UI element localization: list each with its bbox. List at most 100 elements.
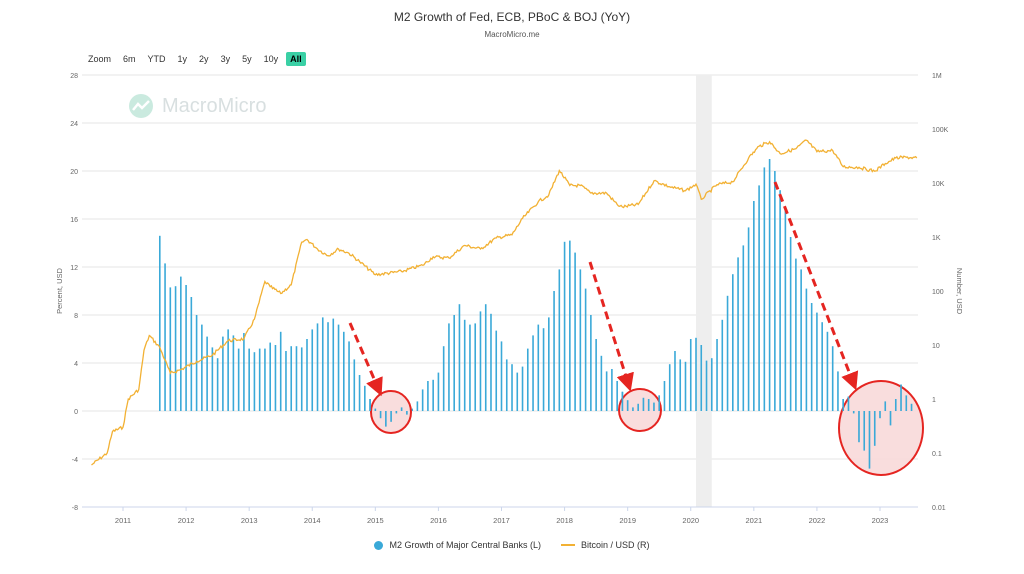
m2-bar [290,346,293,411]
m2-bar-highlighted [868,411,871,469]
legend: M2 Growth of Major Central Banks (L) Bit… [0,540,1024,550]
m2-bar-highlighted [385,411,387,427]
m2-bar [595,339,597,411]
zoom-button-6m[interactable]: 6m [123,54,136,64]
zoom-button-5y[interactable]: 5y [242,54,252,64]
m2-bar [180,276,182,411]
m2-bar [500,341,503,411]
axes: 2824201612840-4-81M100K10K1K1001010.10.0… [55,73,964,525]
m2-bar [206,336,208,411]
y2-tick-label: 100K [932,127,949,134]
m2-bar [164,263,166,411]
m2-bar [400,407,403,411]
m2-bar-highlighted [873,411,876,446]
m2-bar [437,372,440,411]
m2-bar [416,401,419,411]
m2-bar-highlighted [863,411,866,451]
m2-bar [905,395,908,411]
m2-bar [689,339,692,411]
m2-bar-highlighted [894,399,897,411]
m2-bar [395,411,398,414]
m2-bar [337,324,340,411]
m2-bar [463,319,466,411]
m2-bar-highlighted [653,402,655,411]
y-tick-label: -8 [72,505,78,512]
m2-bar [742,245,745,411]
m2-bar [521,366,524,411]
zoom-button-ytd[interactable]: YTD [147,54,166,64]
m2-bar [227,329,229,411]
m2-bar [753,201,755,411]
y-tick-label: 12 [70,265,78,272]
m2-bar [637,403,639,411]
m2-bar [894,399,897,411]
x-tick-label: 2015 [367,516,384,525]
m2-bar [379,411,382,419]
m2-bar [406,411,408,415]
m2-bar [469,324,471,411]
m2-bar [779,190,781,411]
zoom-button-1y[interactable]: 1y [177,54,188,64]
m2-bar [705,360,708,411]
m2-bar [826,331,829,411]
m2-bar [427,381,429,411]
zoom-button-2y[interactable]: 2y [199,54,209,64]
m2-bar [900,384,902,411]
zoom-button-10y[interactable]: 10y [263,54,279,64]
m2-bar [532,335,534,411]
zoom-button-all[interactable]: All [286,52,306,66]
m2-bar-highlighted [390,411,392,422]
m2-bar [684,361,687,411]
m2-bar [316,323,319,411]
y-tick-label: 20 [70,169,78,176]
m2-bar-highlighted [637,403,639,411]
m2-bar [616,381,618,411]
m2-bar-highlighted [621,391,624,411]
m2-bar [553,291,555,411]
m2-bar [621,391,624,411]
m2-bar [668,364,671,411]
m2-bar-highlighted [884,401,887,411]
shaded-period [696,75,712,507]
dashed-arrow [348,322,383,397]
legend-item-bitcoin[interactable]: Bitcoin / USD (R) [561,540,650,550]
annotations [348,181,924,476]
m2-bar [364,385,366,411]
m2-bar [726,295,729,411]
legend-item-m2[interactable]: M2 Growth of Major Central Banks (L) [374,540,541,550]
m2-bar [642,397,645,411]
m2-bar [458,304,461,411]
m2-bar [222,336,224,411]
m2-bar [674,351,676,411]
m2-bar [789,237,792,411]
m2-bar [332,318,335,411]
m2-bar [448,323,450,411]
m2-bar [700,345,703,411]
m2-bar [432,379,434,411]
y2-tick-label: 10K [932,181,945,188]
x-tick-label: 2018 [556,516,573,525]
m2-bar [716,339,718,411]
m2-bar [505,359,508,411]
m2-bar [774,171,776,411]
m2-bar-highlighted [406,411,408,415]
y-tick-label: 28 [70,73,78,80]
legend-bitcoin-label: Bitcoin / USD (R) [581,540,650,550]
highlight-circle [370,390,412,434]
m2-bar [232,335,235,411]
m2-bar [248,348,250,411]
m2-bar-highlighted [905,395,908,411]
m2-bar [274,345,277,411]
m2-bar [910,403,913,411]
m2-bar [868,411,871,469]
m2-bar [158,235,161,411]
m2-bar-highlighted [910,403,913,411]
m2-bar [584,288,587,411]
dashed-arrow [773,181,859,391]
zoom-button-3y[interactable]: 3y [220,54,231,64]
m2-bar-highlighted [842,399,845,411]
m2-bar [511,364,513,411]
m2-bar-highlighted [626,400,629,411]
m2-bar [816,312,818,411]
m2-bar [579,269,582,411]
